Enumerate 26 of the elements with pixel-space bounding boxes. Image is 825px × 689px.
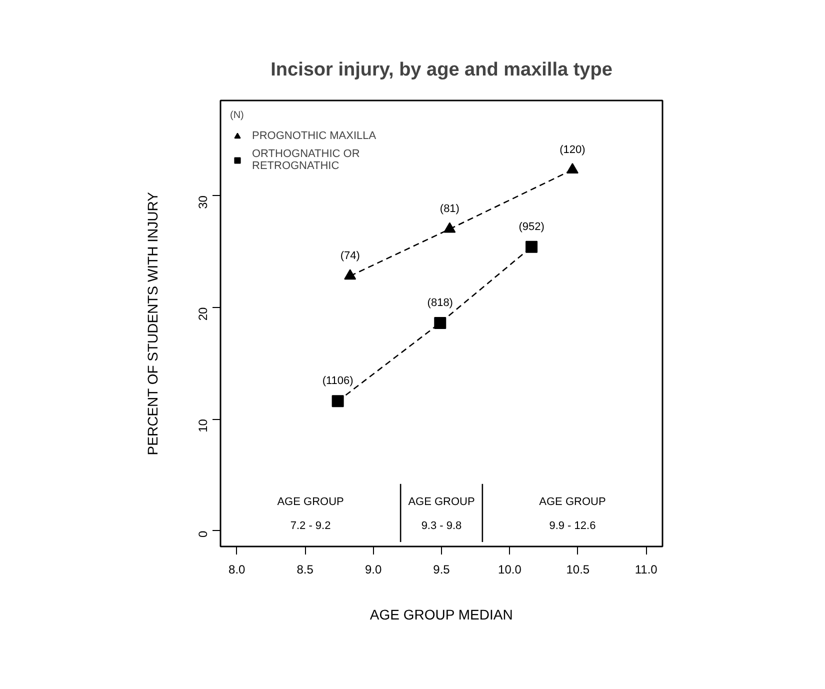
x-tick-label: 10.0 [498, 562, 522, 576]
x-tick-label: 8.0 [228, 562, 246, 576]
annotation: AGE GROUP 9.9 - 12.6 [539, 496, 606, 532]
legend-label: ORTHOGNATHIC OR RETROGNATHIC [252, 148, 360, 172]
legend-label: PROGNOTHIC MAXILLA [252, 130, 376, 142]
x-axis-title: AGE GROUP MEDIAN [370, 606, 513, 622]
chart-title: Incisor injury, by age and maxilla type [270, 60, 612, 80]
annotation: (74) [340, 250, 360, 262]
x-tick-label: 11.0 [634, 562, 658, 576]
y-tick-label: 20 [196, 306, 210, 321]
y-tick-label: 10 [196, 418, 210, 432]
x-tick-label: 9.5 [433, 562, 450, 576]
y-tick-label: 30 [196, 195, 210, 209]
annotation: AGE GROUP 7.2 - 9.2 [277, 496, 344, 532]
annotation: (120) [560, 144, 586, 156]
annotation: (952) [518, 220, 544, 233]
y-tick-label: 0 [196, 530, 210, 538]
y-axis-title: PERCENT OF STUDENTS WITH INJURY [144, 191, 160, 456]
x-tick-label: 9.0 [364, 562, 382, 576]
annotation: (81) [440, 203, 460, 216]
x-tick-label: 8.5 [296, 562, 314, 576]
annotation: (818) [427, 296, 453, 309]
x-tick-label: 10.5 [566, 562, 590, 576]
annotation: (1106) [322, 375, 354, 388]
legend-title: (N) [230, 110, 245, 121]
annotation: AGE GROUP 9.3 - 9.8 [408, 496, 475, 532]
